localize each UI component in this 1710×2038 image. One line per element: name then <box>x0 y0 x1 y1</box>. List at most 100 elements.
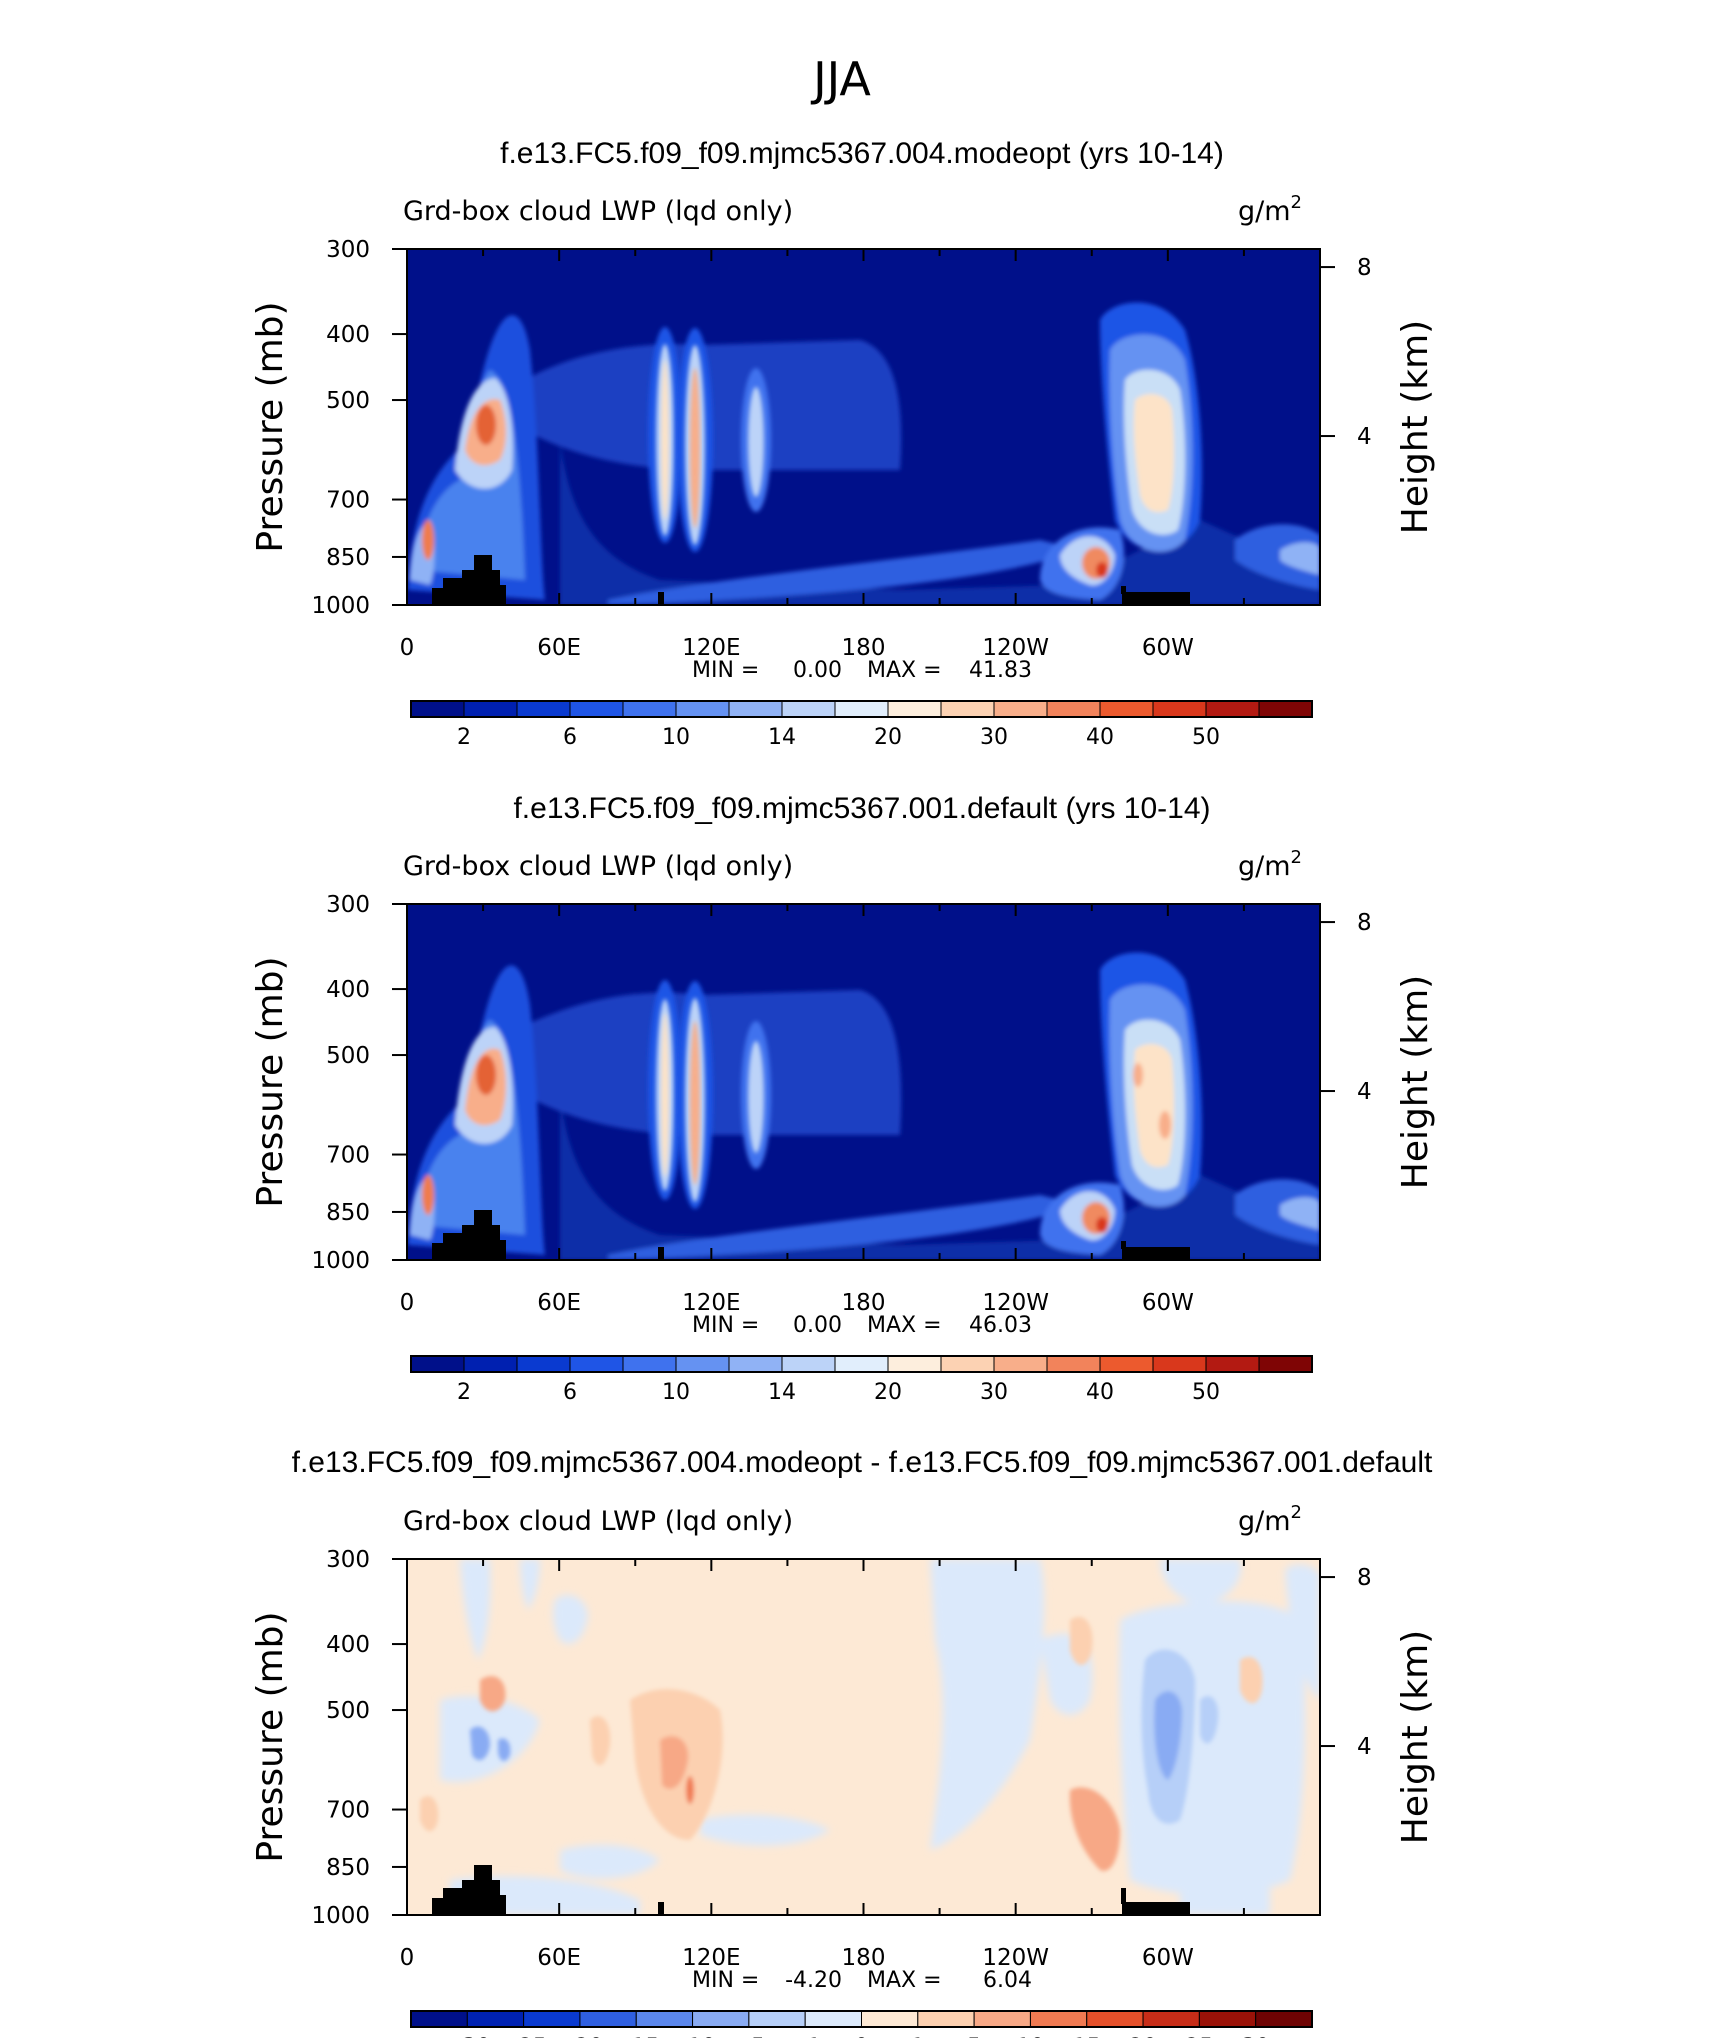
colorbar-label: 10 <box>1016 2035 1044 2038</box>
y-tick-label: 300 <box>326 892 370 918</box>
x-tick-label: 180 <box>842 1290 886 1316</box>
x-tick-label: 0 <box>400 1945 415 1971</box>
colorbar-swatch <box>569 700 624 718</box>
colorbar-label: 30 <box>980 725 1008 750</box>
y-axis-label: Pressure (mb) <box>250 301 291 552</box>
panel-title: f.e13.FC5.f09_f09.mjmc5367.004.modeopt (… <box>500 137 1224 170</box>
x-tick-label: 0 <box>400 635 415 661</box>
colorbar-swatch <box>1029 2010 1088 2028</box>
colorbar-label: 20 <box>874 1380 902 1405</box>
axes: 0 60E 120E 180 120W 60W 300 400 500 700 850 1000 8 4 P… <box>250 892 1436 1316</box>
axes: 0 60E 120E 180 120W 60W 300 400 500 700 850 1000 8 4 P… <box>250 237 1436 661</box>
colorbar-swatch <box>622 1355 677 1373</box>
contour-field <box>407 904 1320 1260</box>
colorbar-swatch <box>1099 1355 1154 1373</box>
y-tick-label: 850 <box>326 1855 370 1881</box>
colorbar-label: 2 <box>457 725 471 750</box>
colorbar-swatch <box>1198 2010 1257 2028</box>
max-value: 41.83 <box>969 658 1032 683</box>
colorbar-frame <box>410 1355 1313 1373</box>
contour-field <box>407 1559 1320 1915</box>
colorbar-swatch <box>781 700 836 718</box>
axes: 0 60E 120E 180 120W 60W 300 400 500 700 850 1000 8 4 P… <box>250 1547 1436 1971</box>
panel-3: f.e13.FC5.f09_f09.mjmc5367.004.modeopt -… <box>250 1446 1436 2038</box>
colorbar-swatch <box>692 2010 750 2028</box>
y2-axis-label: Height (km) <box>1395 1630 1436 1844</box>
colorbar-swatch <box>1046 700 1101 718</box>
units-label: g/m2 <box>1238 1502 1302 1537</box>
max-value: 46.03 <box>969 1313 1032 1338</box>
colorbar-swatch <box>748 2010 806 2028</box>
y2-tick-label: 4 <box>1357 424 1372 450</box>
x-tick-label: 120E <box>682 1945 740 1971</box>
max-value: 6.04 <box>983 1968 1032 1993</box>
colorbar-swatch <box>516 700 571 718</box>
panel-2: f.e13.FC5.f09_f09.mjmc5367.001.default (… <box>250 792 1436 1405</box>
colorbar: 2 6 10 14 20 30 40 50 <box>410 700 1313 750</box>
x-tick-label: 120E <box>682 1290 740 1316</box>
colorbar-swatch <box>579 2010 637 2028</box>
colorbar-label: 20 <box>1129 2035 1157 2038</box>
terrain <box>432 555 1190 605</box>
y-axis-label: Pressure (mb) <box>250 956 291 1207</box>
colorbar-swatch <box>993 1355 1048 1373</box>
colorbar-frame <box>410 700 1313 718</box>
colorbar-label: −15 <box>613 2035 659 2038</box>
min-value: -4.20 <box>785 1968 842 1993</box>
colorbar-swatch <box>516 1355 571 1373</box>
colorbar-swatch <box>834 1355 889 1373</box>
min-value: 0.00 <box>793 1313 842 1338</box>
colorbar-swatch <box>1255 2010 1313 2028</box>
colorbar-swatch <box>917 2010 975 2028</box>
y2-axis-label: Height (km) <box>1395 975 1436 1189</box>
y-tick-label: 300 <box>326 237 370 263</box>
colorbar-label: −25 <box>500 2035 546 2038</box>
x-tick-label: 0 <box>400 1290 415 1316</box>
max-label: MAX = <box>867 658 942 683</box>
colorbar-label: 50 <box>1192 725 1220 750</box>
y-axis-label: Pressure (mb) <box>250 1611 291 1862</box>
colorbar-label: 0 <box>855 2035 869 2038</box>
max-label: MAX = <box>867 1968 942 1993</box>
colorbar-swatch <box>940 1355 995 1373</box>
variable-label: Grd-box cloud LWP (lqd only) <box>403 1506 793 1537</box>
colorbar-label: 10 <box>662 725 690 750</box>
colorbar-swatch <box>1142 2010 1200 2028</box>
colorbar-swatch <box>973 2010 1031 2028</box>
y-tick-label: 1000 <box>311 593 370 619</box>
y-tick-label: 850 <box>326 545 370 571</box>
colorbar-swatch <box>1046 1355 1101 1373</box>
colorbar-label: 6 <box>563 1380 577 1405</box>
y2-tick-label: 8 <box>1357 910 1372 936</box>
colorbar-label: 14 <box>768 1380 796 1405</box>
colorbar-swatch <box>1205 1355 1260 1373</box>
x-tick-label: 180 <box>842 1945 886 1971</box>
x-tick-label: 60W <box>1142 1290 1194 1316</box>
y-tick-label: 700 <box>326 488 370 514</box>
y-tick-label: 1000 <box>311 1248 370 1274</box>
y2-tick-label: 4 <box>1357 1734 1372 1760</box>
x-tick-label: 60E <box>537 1290 581 1316</box>
y-tick-label: 700 <box>326 1798 370 1824</box>
y-tick-label: 1000 <box>311 1903 370 1929</box>
colorbar-swatch <box>569 1355 624 1373</box>
colorbar: 2 6 10 14 20 30 40 50 <box>410 1355 1313 1405</box>
colorbar-label: 15 <box>1073 2035 1101 2038</box>
colorbar-swatch <box>1205 700 1260 718</box>
colorbar-swatch <box>463 700 518 718</box>
figure-title: JJA <box>810 52 871 106</box>
colorbar-swatch <box>410 2010 468 2028</box>
colorbar-label: −20 <box>557 2035 603 2038</box>
colorbar-swatch <box>940 700 995 718</box>
x-tick-label: 180 <box>842 635 886 661</box>
colorbar-swatch <box>675 1355 730 1373</box>
colorbar-label: 5 <box>967 2035 981 2038</box>
colorbar: −30−25−20−15−10−5−10151015202530 <box>410 2010 1313 2038</box>
contour-field <box>407 249 1320 605</box>
colorbar-swatch <box>410 700 465 718</box>
colorbar-swatch <box>861 2010 919 2028</box>
colorbar-swatch <box>1099 700 1154 718</box>
colorbar-swatch <box>1258 700 1313 718</box>
colorbar-swatch <box>728 700 783 718</box>
x-tick-label: 120W <box>982 635 1049 661</box>
